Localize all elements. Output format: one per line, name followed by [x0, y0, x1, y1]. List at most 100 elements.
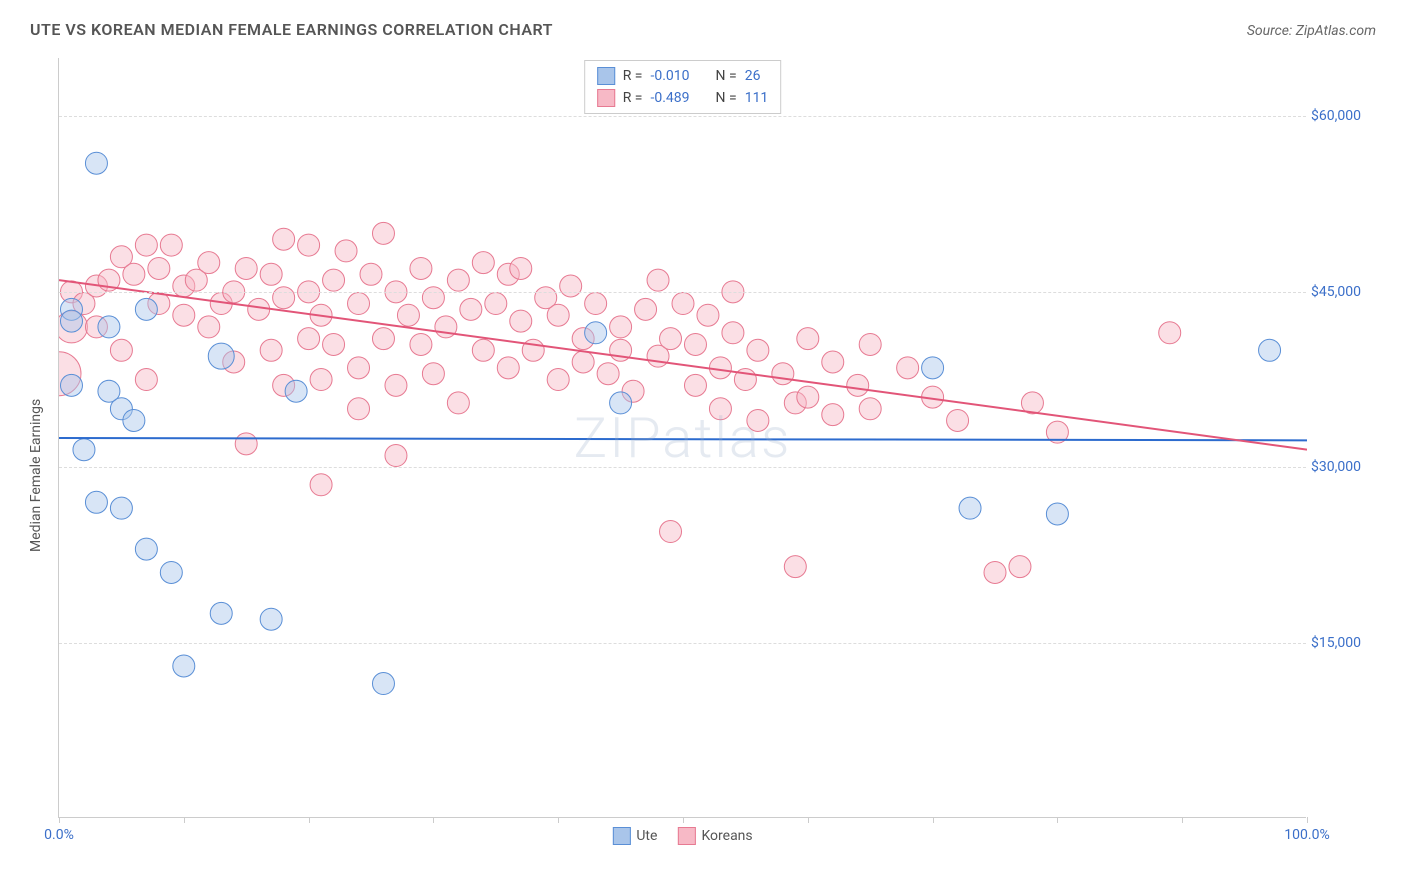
legend-r-value: -0.489 [650, 90, 689, 106]
data-point [797, 328, 819, 350]
data-point [135, 298, 157, 320]
chart-source: Source: ZipAtlas.com [1247, 23, 1376, 39]
data-point [135, 369, 157, 391]
data-point [260, 339, 282, 361]
data-point [560, 275, 582, 297]
data-point [460, 298, 482, 320]
legend-label: Ute [636, 828, 657, 844]
data-point [372, 222, 394, 244]
scatter-svg [59, 58, 1307, 818]
gridline [59, 643, 1306, 644]
data-point [547, 304, 569, 326]
legend-n-value: 111 [745, 90, 769, 106]
data-point [323, 333, 345, 355]
x-tick-label: 100.0% [1284, 827, 1329, 843]
x-tick [433, 817, 434, 823]
x-tick [558, 817, 559, 823]
data-point [472, 339, 494, 361]
legend-r-value: -0.010 [650, 68, 689, 84]
data-point [697, 304, 719, 326]
data-point [60, 310, 82, 332]
data-point [709, 357, 731, 379]
x-tick [683, 817, 684, 823]
data-point [310, 369, 332, 391]
data-point [1259, 339, 1281, 361]
data-point [348, 293, 370, 315]
data-point [410, 333, 432, 355]
data-point [372, 328, 394, 350]
data-point [635, 298, 657, 320]
data-point [198, 316, 220, 338]
data-point [722, 322, 744, 344]
legend-swatch [677, 827, 695, 845]
data-point [709, 398, 731, 420]
data-point [797, 386, 819, 408]
data-point [235, 433, 257, 455]
data-point [897, 357, 919, 379]
data-point [859, 398, 881, 420]
data-point [273, 228, 295, 250]
data-point [123, 263, 145, 285]
data-point [335, 240, 357, 262]
data-point [135, 538, 157, 560]
data-point [1009, 556, 1031, 578]
data-point [260, 263, 282, 285]
data-point [784, 556, 806, 578]
data-point [273, 287, 295, 309]
data-point [235, 257, 257, 279]
x-tick [309, 817, 310, 823]
data-point [684, 374, 706, 396]
data-point [348, 398, 370, 420]
legend-item: Ute [612, 827, 657, 845]
y-tick-label: $45,000 [1311, 284, 1376, 300]
data-point [922, 357, 944, 379]
data-point [447, 269, 469, 291]
data-point [260, 608, 282, 630]
data-point [959, 497, 981, 519]
data-point [98, 316, 120, 338]
data-point [208, 343, 234, 369]
data-point [110, 339, 132, 361]
gridline [59, 116, 1306, 117]
x-tick [1182, 817, 1183, 823]
data-point [672, 293, 694, 315]
data-point [198, 252, 220, 274]
data-point [847, 374, 869, 396]
legend-swatch [597, 89, 615, 107]
data-point [660, 521, 682, 543]
x-tick-label: 0.0% [44, 827, 74, 843]
data-point [85, 152, 107, 174]
chart-header: UTE VS KOREAN MEDIAN FEMALE EARNINGS COR… [30, 20, 1376, 39]
y-axis-label: Median Female Earnings [28, 399, 44, 552]
data-point [572, 351, 594, 373]
data-point [684, 333, 706, 355]
y-tick-label: $30,000 [1311, 459, 1376, 475]
data-point [73, 439, 95, 461]
data-point [660, 328, 682, 350]
legend-label: Koreans [701, 828, 752, 844]
data-point [310, 474, 332, 496]
data-point [747, 409, 769, 431]
data-point [485, 293, 507, 315]
legend-r-label: R = [623, 68, 643, 84]
data-point [510, 310, 532, 332]
gridline [59, 292, 1306, 293]
x-tick [59, 817, 60, 823]
data-point [323, 269, 345, 291]
legend-n-label: N = [716, 90, 737, 106]
chart-title: UTE VS KOREAN MEDIAN FEMALE EARNINGS COR… [30, 20, 553, 39]
data-point [859, 333, 881, 355]
data-point [422, 287, 444, 309]
data-point [447, 392, 469, 414]
legend-n-label: N = [716, 68, 737, 84]
data-point [385, 374, 407, 396]
data-point [585, 293, 607, 315]
data-point [160, 234, 182, 256]
data-point [422, 363, 444, 385]
data-point [772, 363, 794, 385]
legend-swatch [597, 67, 615, 85]
data-point [822, 404, 844, 426]
legend-series: Ute Koreans [612, 827, 752, 845]
data-point [610, 316, 632, 338]
data-point [298, 328, 320, 350]
